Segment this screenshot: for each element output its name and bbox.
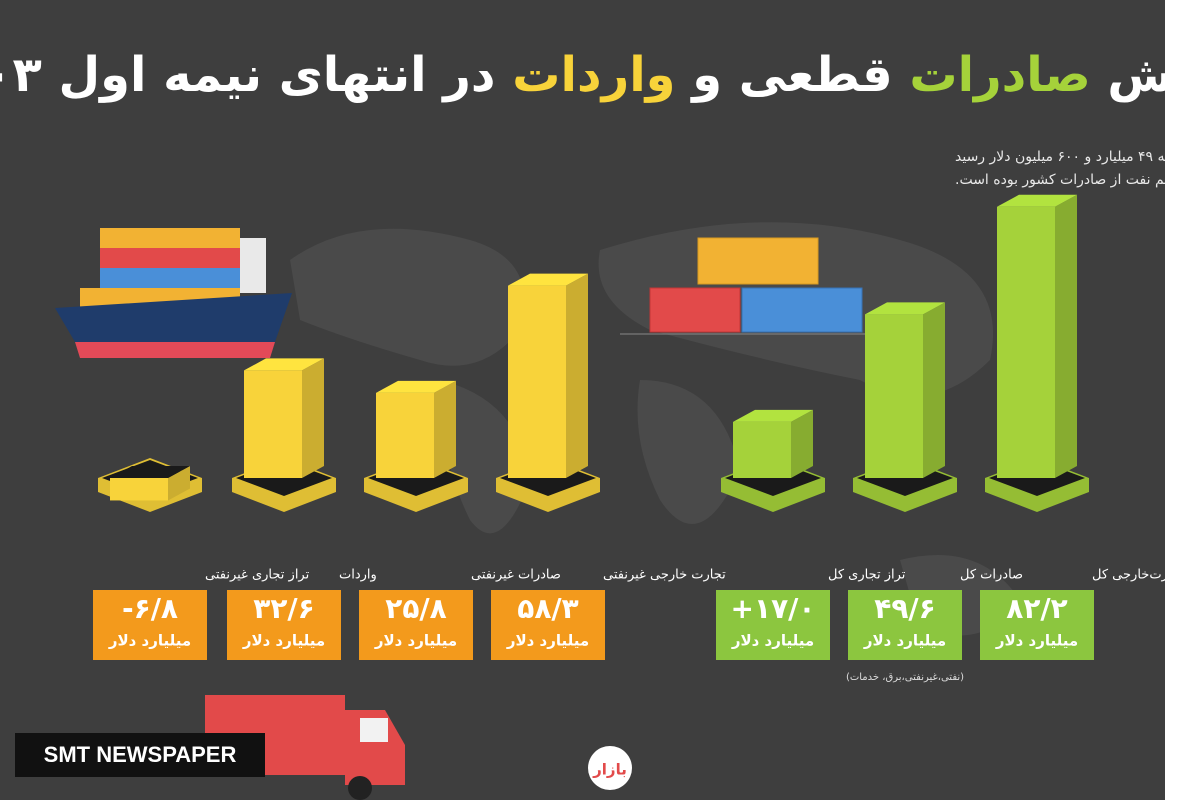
title-part: قطعی و	[690, 47, 892, 103]
right-margin	[1165, 0, 1200, 800]
bar-top	[110, 466, 190, 478]
unit-label: میلیارد دلار	[863, 632, 946, 650]
bar-top	[376, 380, 456, 393]
category-label: تجارت خارجی غیرنفتی	[603, 568, 726, 583]
bar-side	[302, 358, 324, 478]
value-label: ۵۸/۳	[517, 592, 579, 625]
description: که ۲۳ میلیارد و ۲۰۰ میلیون دلار آن سهم ن…	[955, 171, 1200, 188]
category-label: صادرات کل	[960, 568, 1023, 583]
value-label: -۶/۸	[122, 592, 178, 625]
unit-label: میلیارد دلار	[374, 632, 457, 650]
bar	[508, 285, 566, 478]
bar	[110, 478, 168, 501]
unit-label: میلیارد دلار	[108, 632, 191, 650]
value-card	[848, 590, 962, 660]
category-label: تراز تجاری غیرنفتی	[205, 568, 310, 583]
note: (نفتی،غیرنفتی،برق، خدمات)	[846, 672, 964, 683]
bar-chart: تجارت‌خارجی کل ۸۲/۲ میلیارد دلار صادرات کل ۴…	[93, 194, 1184, 683]
unit-label: میلیارد دلار	[995, 632, 1078, 650]
bar-top	[733, 409, 813, 422]
bar-side	[791, 409, 813, 478]
logo: بازار	[592, 761, 627, 779]
unit-label: میلیارد دلار	[242, 632, 325, 650]
bar-side	[566, 273, 588, 478]
value-label: ۴۹/۶	[874, 592, 936, 625]
bar-top	[508, 273, 588, 286]
bar-top	[865, 302, 945, 315]
value-card	[227, 590, 341, 660]
title: ارزش صادرات قطعی و واردات در انتهای نیمه…	[0, 47, 1200, 103]
containers	[620, 237, 880, 335]
ship	[55, 228, 292, 358]
unit-label: میلیارد دلار	[506, 632, 589, 650]
category-label: تجارت‌خارجی کل	[1092, 568, 1184, 583]
bar	[733, 421, 791, 478]
bar	[997, 206, 1055, 479]
title-part: در انتهای نیمه اول ۱۴۰۳	[0, 47, 496, 103]
bar	[376, 392, 434, 478]
unit-label: میلیارد دلار	[731, 632, 814, 650]
value-label: ۳۲/۶	[253, 592, 315, 625]
value-card	[716, 590, 830, 660]
description: داده‌های گمرک نشان می‌دهد مجموع صادرات ک…	[955, 148, 1200, 165]
watermark: SMT NEWSPAPER	[44, 742, 237, 767]
value-label: +۱۷/۰	[731, 592, 816, 625]
category-label: صادرات غیرنفتی	[471, 568, 561, 583]
title-imports: واردات	[512, 47, 675, 103]
bar	[865, 314, 923, 478]
watermark-box	[15, 733, 265, 777]
category-label: واردات	[339, 568, 377, 583]
bar-top	[997, 194, 1077, 207]
value-card	[980, 590, 1094, 660]
title-exports: صادرات	[909, 47, 1090, 103]
value-label: ۸۲/۲	[1006, 592, 1068, 625]
value-card	[93, 590, 207, 660]
bar-side	[1055, 194, 1077, 479]
logo-circle	[588, 746, 632, 790]
bar-side	[168, 466, 190, 501]
bar-side	[923, 302, 945, 478]
category-label: تراز تجاری کل	[828, 568, 906, 583]
bar	[244, 370, 302, 478]
bar-side	[434, 380, 456, 478]
value-card	[491, 590, 605, 660]
value-card	[359, 590, 473, 660]
value-label: ۲۵/۸	[385, 592, 447, 625]
bar-top	[244, 358, 324, 371]
